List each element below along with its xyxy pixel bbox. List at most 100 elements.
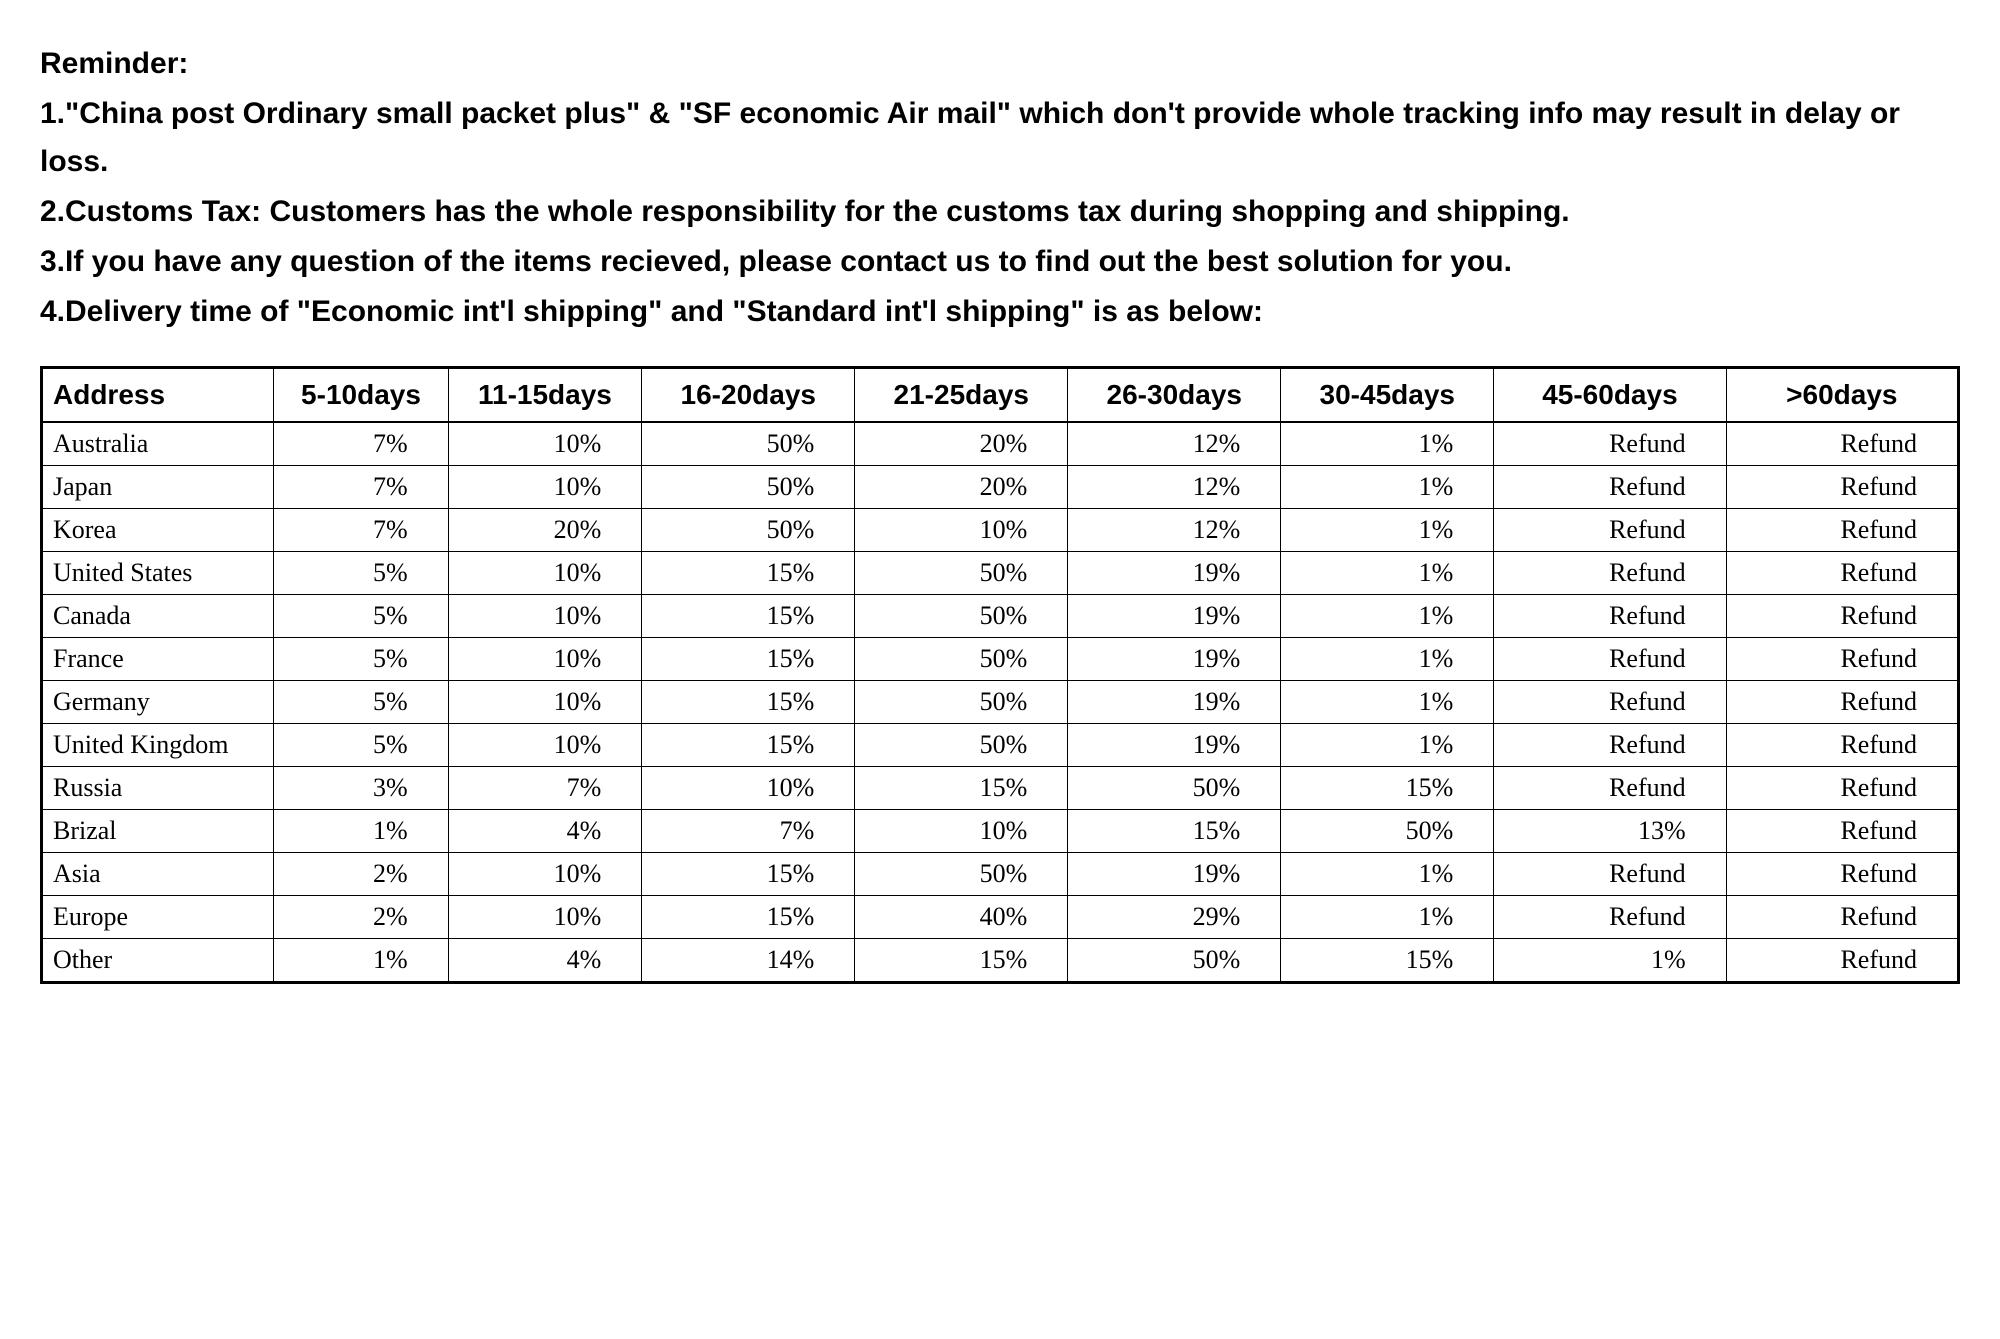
cell-value: 7% (274, 509, 448, 552)
cell-address: France (42, 638, 274, 681)
cell-value: Refund (1494, 509, 1726, 552)
cell-value: 50% (1068, 767, 1281, 810)
cell-value: 2% (274, 896, 448, 939)
cell-value: 1% (1281, 724, 1494, 767)
cell-value: 50% (855, 595, 1068, 638)
cell-value: 10% (642, 767, 855, 810)
cell-value: 1% (1281, 509, 1494, 552)
cell-value: 50% (855, 638, 1068, 681)
cell-value: 12% (1068, 509, 1281, 552)
table-row: Australia7%10%50%20%12%1%RefundRefund (42, 422, 1959, 466)
table-head: Address 5-10days 11-15days 16-20days 21-… (42, 368, 1959, 423)
cell-value: 15% (642, 853, 855, 896)
cell-value: 1% (1494, 939, 1726, 983)
cell-value: 10% (448, 724, 642, 767)
reminder-title: Reminder: (40, 40, 1960, 88)
cell-value: 1% (1281, 422, 1494, 466)
cell-value: Refund (1726, 681, 1958, 724)
cell-value: 15% (642, 595, 855, 638)
cell-value: 50% (642, 466, 855, 509)
table-row: Russia3%7%10%15%50%15%RefundRefund (42, 767, 1959, 810)
table-row: Korea7%20%50%10%12%1%RefundRefund (42, 509, 1959, 552)
table-row: Brizal1%4%7%10%15%50%13%Refund (42, 810, 1959, 853)
cell-value: 19% (1068, 595, 1281, 638)
cell-value: 1% (1281, 896, 1494, 939)
cell-address: Germany (42, 681, 274, 724)
cell-value: 10% (448, 896, 642, 939)
cell-value: 1% (1281, 552, 1494, 595)
cell-value: 1% (274, 939, 448, 983)
cell-value: Refund (1494, 724, 1726, 767)
cell-value: 15% (1281, 767, 1494, 810)
cell-address: Japan (42, 466, 274, 509)
cell-value: 4% (448, 810, 642, 853)
cell-value: 15% (642, 896, 855, 939)
cell-value: 19% (1068, 638, 1281, 681)
cell-value: Refund (1726, 595, 1958, 638)
cell-value: 10% (448, 638, 642, 681)
cell-value: Refund (1726, 466, 1958, 509)
col-header-30-45days: 30-45days (1281, 368, 1494, 423)
cell-value: Refund (1494, 853, 1726, 896)
cell-value: 1% (1281, 595, 1494, 638)
table-row: Canada5%10%15%50%19%1%RefundRefund (42, 595, 1959, 638)
cell-value: Refund (1494, 552, 1726, 595)
cell-value: Refund (1726, 552, 1958, 595)
cell-value: Refund (1726, 767, 1958, 810)
cell-value: 15% (855, 767, 1068, 810)
col-header-5-10days: 5-10days (274, 368, 448, 423)
cell-value: 7% (274, 422, 448, 466)
cell-value: Refund (1726, 638, 1958, 681)
cell-value: 10% (448, 422, 642, 466)
reminder-block: Reminder: 1."China post Ordinary small p… (40, 40, 1960, 336)
delivery-time-table: Address 5-10days 11-15days 16-20days 21-… (40, 366, 1960, 984)
cell-value: 10% (448, 595, 642, 638)
cell-value: 15% (642, 681, 855, 724)
cell-value: 19% (1068, 552, 1281, 595)
cell-value: Refund (1726, 724, 1958, 767)
cell-value: 5% (274, 595, 448, 638)
reminder-line-4: 4.Delivery time of "Economic int'l shipp… (40, 288, 1960, 336)
cell-value: 1% (274, 810, 448, 853)
table-body: Australia7%10%50%20%12%1%RefundRefundJap… (42, 422, 1959, 983)
cell-address: Canada (42, 595, 274, 638)
cell-value: 5% (274, 681, 448, 724)
col-header-gt60days: >60days (1726, 368, 1958, 423)
cell-value: Refund (1726, 853, 1958, 896)
table-row: United States5%10%15%50%19%1%RefundRefun… (42, 552, 1959, 595)
cell-value: 13% (1494, 810, 1726, 853)
cell-value: 50% (1281, 810, 1494, 853)
table-row: France5%10%15%50%19%1%RefundRefund (42, 638, 1959, 681)
table-row: United Kingdom5%10%15%50%19%1%RefundRefu… (42, 724, 1959, 767)
cell-value: 10% (855, 810, 1068, 853)
cell-value: Refund (1494, 638, 1726, 681)
cell-value: 12% (1068, 466, 1281, 509)
table-header-row: Address 5-10days 11-15days 16-20days 21-… (42, 368, 1959, 423)
cell-value: 50% (855, 853, 1068, 896)
cell-value: 50% (642, 509, 855, 552)
cell-value: 29% (1068, 896, 1281, 939)
cell-value: 50% (642, 422, 855, 466)
cell-address: Brizal (42, 810, 274, 853)
cell-value: 10% (448, 853, 642, 896)
cell-value: 50% (855, 724, 1068, 767)
cell-value: 20% (855, 422, 1068, 466)
cell-value: 14% (642, 939, 855, 983)
cell-address: Russia (42, 767, 274, 810)
cell-value: Refund (1726, 509, 1958, 552)
cell-address: Europe (42, 896, 274, 939)
cell-value: Refund (1726, 939, 1958, 983)
cell-address: United Kingdom (42, 724, 274, 767)
cell-value: 20% (855, 466, 1068, 509)
cell-value: 1% (1281, 681, 1494, 724)
col-header-address: Address (42, 368, 274, 423)
cell-value: 1% (1281, 466, 1494, 509)
col-header-26-30days: 26-30days (1068, 368, 1281, 423)
table-row: Europe2%10%15%40%29%1%RefundRefund (42, 896, 1959, 939)
cell-value: 15% (642, 724, 855, 767)
cell-value: 10% (855, 509, 1068, 552)
cell-value: Refund (1494, 896, 1726, 939)
cell-value: 10% (448, 466, 642, 509)
cell-value: Refund (1726, 810, 1958, 853)
cell-value: Refund (1726, 422, 1958, 466)
